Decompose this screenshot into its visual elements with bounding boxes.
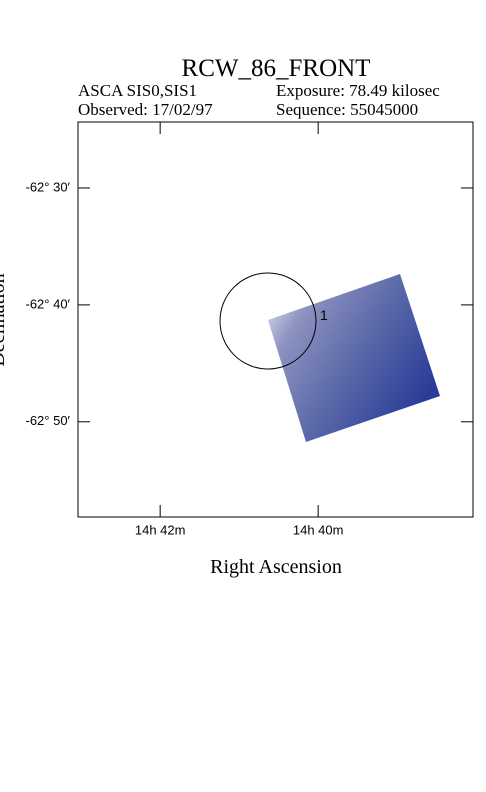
y-tick-label: -62° 40′ [26,296,71,311]
region-label: 1 [320,307,328,323]
y-tick-label: -62° 50′ [26,413,71,428]
x-axis-label: Right Ascension [210,556,342,578]
instrument: ASCA SIS0,SIS1 [78,81,197,100]
exposure: Exposure: 78.49 kilosec [276,81,440,100]
chart-title: RCW_86_FRONT [182,55,371,82]
observed: Observed: 17/02/97 [78,100,213,119]
exposure-image [268,274,440,442]
y-axis-label: Declination [0,273,9,366]
plot-frame [77,121,474,518]
x-tick-label: 14h 42m [135,522,186,537]
sequence: Sequence: 55045000 [276,100,418,119]
y-tick-label: -62° 30′ [26,179,71,194]
x-tick-label: 14h 40m [293,522,344,537]
source-region [219,272,317,370]
